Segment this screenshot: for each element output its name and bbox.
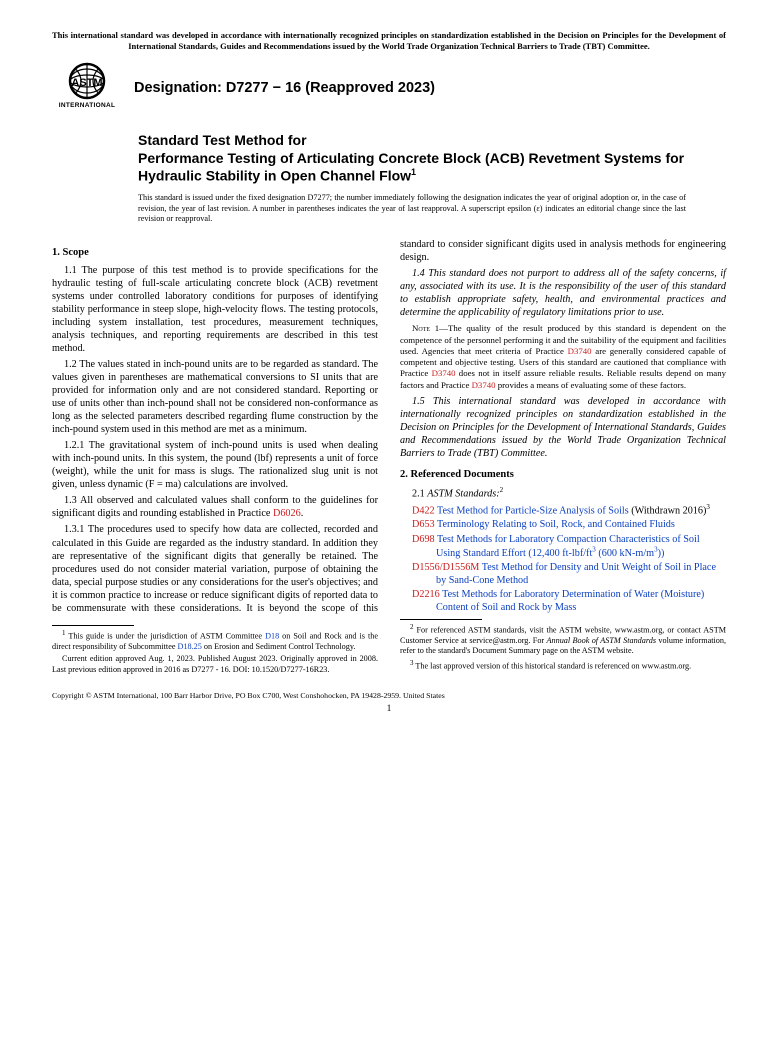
link-subcommittee-d18-25[interactable]: D18.25 <box>178 642 202 651</box>
para-1-4: 1.4 This standard does not purport to ad… <box>400 267 726 319</box>
footnote-3: 3 The last approved version of this hist… <box>400 659 726 672</box>
copyright-line: Copyright © ASTM International, 100 Barr… <box>52 691 726 700</box>
title-block: Standard Test Method for Performance Tes… <box>138 132 706 185</box>
title-sup: 1 <box>411 167 416 177</box>
link-d422[interactable]: D422 <box>412 505 435 516</box>
footnote-rule-right <box>400 619 482 620</box>
footnote-2: 2 For referenced ASTM standards, visit t… <box>400 623 726 656</box>
ref-d2216: D2216 Test Methods for Laboratory Determ… <box>412 588 726 614</box>
link-d3740-1[interactable]: D3740 <box>568 346 592 356</box>
designation-line: Designation: D7277 − 16 (Reapproved 2023… <box>134 80 435 96</box>
astm-logo: ASTM INTERNATIONAL <box>52 61 122 114</box>
logo-text-top: ASTM <box>71 77 102 89</box>
footnote-col-left: 1 This guide is under the jurisdiction o… <box>52 625 378 675</box>
link-d698[interactable]: D698 <box>412 534 435 545</box>
para-1-3: 1.3 All observed and calculated values s… <box>52 494 378 520</box>
ref-d698: D698 Test Methods for Laboratory Compact… <box>412 533 726 560</box>
section-1-head: 1. Scope <box>52 246 378 259</box>
link-d3740-3[interactable]: D3740 <box>472 380 496 390</box>
link-committee-d18[interactable]: D18 <box>265 632 279 641</box>
title-main: Performance Testing of Articulating Conc… <box>138 150 706 186</box>
para-1-1: 1.1 The purpose of this test method is t… <box>52 264 378 355</box>
footnotes: 1 This guide is under the jurisdiction o… <box>52 619 726 677</box>
note-1: Note 1—The quality of the result produce… <box>400 323 726 391</box>
footnote-col-right: 2 For referenced ASTM standards, visit t… <box>400 619 726 671</box>
reference-list: D422 Test Method for Particle-Size Analy… <box>400 503 726 614</box>
footnote-rule-left <box>52 625 134 626</box>
link-d3740-2[interactable]: D3740 <box>432 368 456 378</box>
ref-d422: D422 Test Method for Particle-Size Analy… <box>412 503 726 517</box>
title-label: Standard Test Method for <box>138 132 706 150</box>
para-1-5: 1.5 This international standard was deve… <box>400 395 726 460</box>
header-row: ASTM INTERNATIONAL Designation: D7277 − … <box>52 61 726 114</box>
footnote-1-cont: Current edition approved Aug. 1, 2023. P… <box>52 654 378 675</box>
logo-text-bottom: INTERNATIONAL <box>59 102 116 109</box>
section-2-head: 2. Referenced Documents <box>400 468 726 481</box>
ref-d1556: D1556/D1556M Test Method for Density and… <box>412 561 726 587</box>
para-1-2: 1.2 The values stated in inch-pound unit… <box>52 358 378 436</box>
ref-d653: D653 Terminology Relating to Soil, Rock,… <box>412 518 726 531</box>
link-d653[interactable]: D653 <box>412 519 435 530</box>
link-d1556[interactable]: D1556/D1556M <box>412 562 479 573</box>
link-d6026[interactable]: D6026 <box>273 508 301 519</box>
page: This international standard was develope… <box>0 0 778 1041</box>
top-tbt-notice: This international standard was develope… <box>52 30 726 51</box>
body-columns: 1. Scope 1.1 The purpose of this test me… <box>52 238 726 615</box>
footnote-1: 1 This guide is under the jurisdiction o… <box>52 629 378 652</box>
para-1-2-1: 1.2.1 The gravitational system of inch-p… <box>52 439 378 491</box>
para-2-1: 2.1 ASTM Standards:2 <box>400 486 726 500</box>
link-d2216[interactable]: D2216 <box>412 589 440 600</box>
issuance-note: This standard is issued under the fixed … <box>138 193 686 224</box>
page-number: 1 <box>52 704 726 714</box>
